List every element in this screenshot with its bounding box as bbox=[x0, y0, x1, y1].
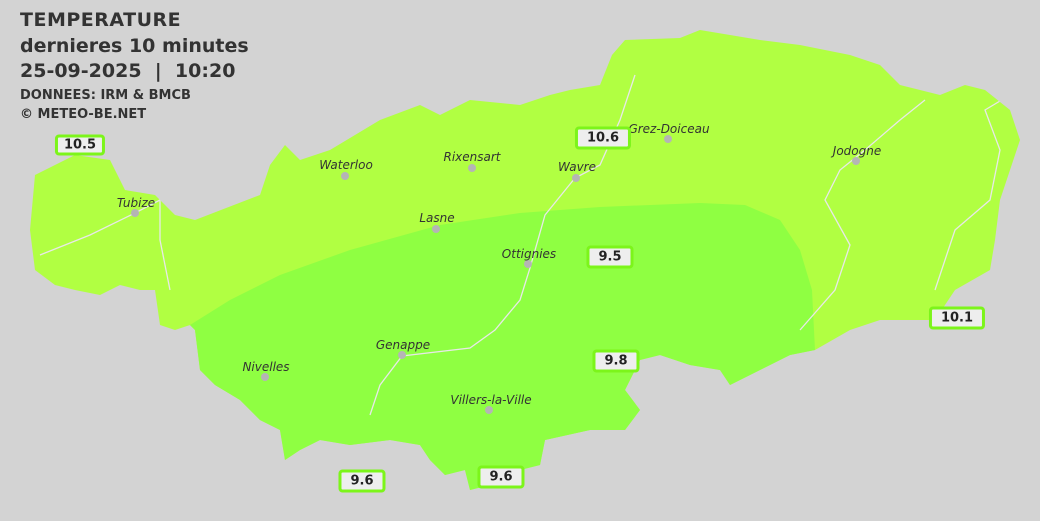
city-label: Tubize bbox=[116, 196, 156, 210]
map-title: TEMPERATURE bbox=[20, 9, 182, 31]
station-value[interactable]: 9.6 bbox=[338, 469, 386, 493]
copyright: © METEO-BE.NET bbox=[20, 107, 147, 122]
city-label: Rixensart bbox=[443, 150, 501, 164]
city-label: Villers-la-Ville bbox=[450, 393, 532, 407]
city-label: Lasne bbox=[419, 211, 455, 225]
station-value[interactable]: 9.8 bbox=[592, 349, 640, 373]
city-label: Nivelles bbox=[242, 360, 290, 374]
city-label: Genappe bbox=[375, 338, 431, 352]
station-value[interactable]: 10.5 bbox=[54, 134, 106, 156]
city-label: Wavre bbox=[558, 160, 596, 174]
data-source: DONNEES: IRM & BMCB bbox=[20, 88, 191, 103]
city-marker bbox=[261, 373, 269, 381]
city-label: Jodogne bbox=[832, 144, 882, 158]
city-marker bbox=[432, 225, 440, 233]
city-marker bbox=[852, 157, 860, 165]
station-value[interactable]: 9.5 bbox=[586, 245, 634, 269]
city-marker bbox=[398, 351, 406, 359]
station-value[interactable]: 10.6 bbox=[574, 126, 632, 150]
city-marker bbox=[524, 260, 532, 268]
city-marker bbox=[468, 164, 476, 172]
city-marker bbox=[485, 406, 493, 414]
map-datetime: 25-09-2025 | 10:20 bbox=[20, 60, 236, 82]
city-marker bbox=[664, 135, 672, 143]
city-label: Ottignies bbox=[501, 247, 557, 261]
station-value[interactable]: 9.6 bbox=[477, 465, 525, 489]
map-subtitle: dernieres 10 minutes bbox=[20, 35, 249, 57]
city-marker bbox=[131, 209, 139, 217]
city-label: Grez-Doiceau bbox=[628, 122, 710, 136]
station-value[interactable]: 10.1 bbox=[928, 306, 986, 330]
city-marker bbox=[572, 174, 580, 182]
city-marker bbox=[341, 172, 349, 180]
roads bbox=[39, 74, 1011, 416]
city-label: Waterloo bbox=[319, 158, 373, 172]
